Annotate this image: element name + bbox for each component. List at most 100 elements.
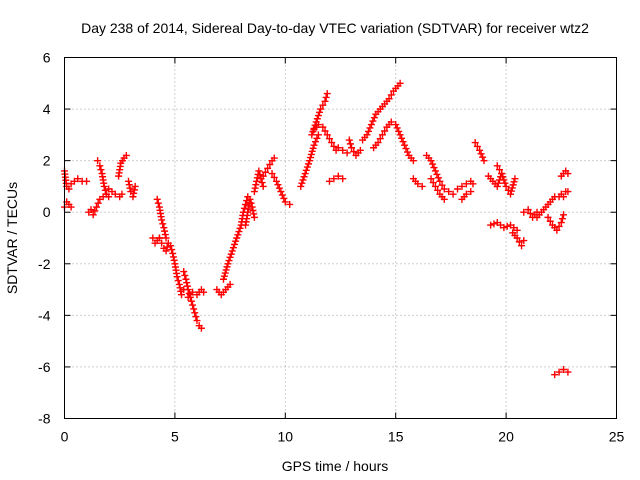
data-point bbox=[129, 193, 137, 201]
data-points bbox=[61, 79, 572, 379]
data-point bbox=[160, 224, 168, 232]
data-point bbox=[493, 162, 501, 170]
y-axis-label: SDTVAR / TECUs bbox=[4, 182, 20, 294]
data-point bbox=[94, 157, 102, 165]
data-point bbox=[249, 206, 257, 214]
data-point bbox=[183, 282, 191, 290]
data-point bbox=[504, 186, 512, 194]
data-point bbox=[467, 188, 475, 196]
data-point bbox=[511, 175, 519, 183]
data-point bbox=[518, 242, 526, 250]
data-point bbox=[219, 275, 227, 283]
data-point bbox=[323, 90, 331, 98]
data-point bbox=[303, 163, 311, 171]
data-point bbox=[364, 127, 372, 135]
data-point bbox=[187, 297, 195, 305]
data-point bbox=[111, 190, 119, 198]
data-point bbox=[298, 179, 306, 187]
data-point bbox=[253, 177, 261, 185]
data-point bbox=[159, 220, 167, 228]
data-point bbox=[449, 190, 457, 198]
data-point bbox=[313, 134, 321, 142]
data-point bbox=[409, 157, 417, 165]
data-point bbox=[306, 157, 314, 165]
data-point bbox=[246, 195, 254, 203]
data-point bbox=[469, 180, 477, 188]
data-point bbox=[473, 142, 481, 150]
data-point bbox=[553, 226, 561, 234]
y-tick-labels: -8 -6 -4 -2 0 2 4 6 bbox=[38, 50, 51, 427]
data-point bbox=[183, 279, 191, 287]
data-point bbox=[180, 268, 188, 276]
plot-frame bbox=[64, 57, 617, 419]
data-point bbox=[526, 210, 534, 218]
data-point bbox=[520, 208, 528, 216]
data-point bbox=[299, 176, 307, 184]
data-point bbox=[125, 181, 133, 189]
data-point bbox=[182, 275, 190, 283]
data-point bbox=[277, 188, 285, 196]
data-point bbox=[222, 266, 230, 274]
data-point bbox=[479, 153, 487, 161]
data-point bbox=[266, 161, 274, 169]
data-point bbox=[321, 127, 329, 135]
data-point bbox=[200, 288, 208, 296]
data-point bbox=[502, 182, 510, 190]
y-tick-label: -6 bbox=[38, 359, 51, 375]
data-point bbox=[274, 181, 282, 189]
data-point bbox=[366, 124, 374, 132]
data-point bbox=[175, 280, 183, 288]
data-point bbox=[436, 177, 444, 185]
data-point bbox=[494, 179, 502, 187]
data-point bbox=[286, 200, 294, 208]
data-point bbox=[173, 273, 181, 281]
data-point bbox=[168, 246, 176, 254]
data-point bbox=[434, 186, 442, 194]
data-point bbox=[555, 368, 563, 376]
data-point bbox=[272, 177, 280, 185]
data-point bbox=[310, 141, 318, 149]
data-point bbox=[462, 180, 470, 188]
data-point bbox=[256, 171, 264, 179]
data-point bbox=[158, 239, 166, 247]
data-point bbox=[255, 167, 263, 175]
data-point bbox=[91, 207, 99, 215]
data-point bbox=[181, 271, 189, 279]
data-point bbox=[322, 93, 330, 101]
data-point bbox=[251, 184, 259, 192]
data-point bbox=[250, 188, 258, 196]
data-point bbox=[275, 184, 283, 192]
data-point bbox=[392, 121, 400, 129]
data-point bbox=[197, 324, 205, 332]
data-point bbox=[74, 175, 82, 183]
x-tick-labels: 0 5 10 15 20 25 bbox=[61, 429, 625, 445]
data-point bbox=[221, 269, 229, 277]
data-point bbox=[162, 247, 170, 255]
data-point bbox=[325, 177, 333, 185]
data-point bbox=[223, 263, 231, 271]
data-point bbox=[126, 184, 134, 192]
data-point bbox=[306, 154, 314, 162]
x-tick-label: 5 bbox=[171, 429, 179, 445]
data-point bbox=[370, 114, 378, 122]
data-point bbox=[476, 146, 484, 154]
data-point bbox=[387, 118, 395, 126]
data-point bbox=[118, 190, 126, 198]
data-point bbox=[334, 144, 342, 152]
data-point bbox=[166, 242, 174, 250]
data-point bbox=[558, 215, 566, 223]
data-point bbox=[546, 217, 554, 225]
data-point bbox=[387, 91, 395, 99]
data-point bbox=[231, 240, 239, 248]
data-point bbox=[89, 211, 97, 219]
data-point bbox=[233, 234, 241, 242]
data-point bbox=[308, 147, 316, 155]
data-point bbox=[228, 247, 236, 255]
data-point bbox=[557, 219, 565, 227]
y-tick-label: 0 bbox=[43, 204, 51, 220]
axis-ticks bbox=[64, 57, 617, 419]
data-point bbox=[343, 149, 351, 157]
data-point bbox=[431, 182, 439, 190]
data-point bbox=[169, 253, 177, 261]
data-point bbox=[185, 289, 193, 297]
